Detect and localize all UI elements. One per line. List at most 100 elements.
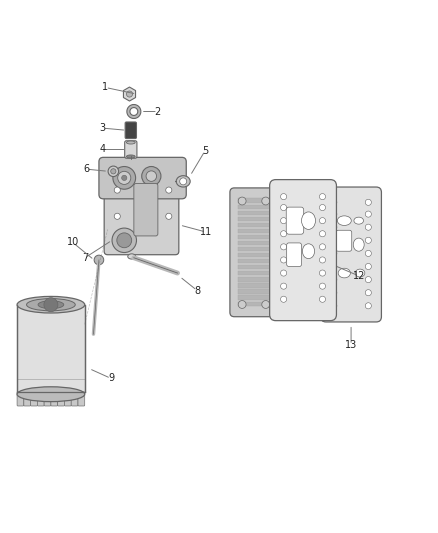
Circle shape <box>319 270 325 276</box>
Text: 8: 8 <box>194 286 200 295</box>
Circle shape <box>365 237 371 244</box>
Circle shape <box>319 296 325 302</box>
Circle shape <box>122 175 127 181</box>
FancyBboxPatch shape <box>238 247 270 251</box>
Circle shape <box>319 244 325 250</box>
FancyBboxPatch shape <box>286 207 304 234</box>
FancyBboxPatch shape <box>24 392 31 406</box>
Text: 1: 1 <box>102 83 109 93</box>
FancyBboxPatch shape <box>71 392 78 406</box>
Circle shape <box>281 231 287 237</box>
Text: 3: 3 <box>99 123 106 133</box>
FancyBboxPatch shape <box>31 392 37 406</box>
Ellipse shape <box>353 238 364 251</box>
Ellipse shape <box>127 141 135 144</box>
Circle shape <box>127 91 133 97</box>
Circle shape <box>142 166 161 185</box>
Circle shape <box>319 283 325 289</box>
Circle shape <box>365 251 371 256</box>
FancyBboxPatch shape <box>37 392 44 406</box>
Circle shape <box>365 277 371 282</box>
Ellipse shape <box>355 269 365 277</box>
Ellipse shape <box>128 254 136 259</box>
Circle shape <box>365 199 371 205</box>
FancyBboxPatch shape <box>287 243 301 266</box>
Circle shape <box>331 199 337 205</box>
Circle shape <box>238 301 246 309</box>
FancyBboxPatch shape <box>270 180 336 321</box>
FancyBboxPatch shape <box>238 265 270 269</box>
FancyBboxPatch shape <box>58 392 64 406</box>
Circle shape <box>180 178 187 185</box>
Circle shape <box>281 193 287 200</box>
FancyBboxPatch shape <box>336 230 352 251</box>
Circle shape <box>319 193 325 200</box>
Circle shape <box>365 303 371 309</box>
Text: 10: 10 <box>67 238 79 247</box>
Circle shape <box>166 187 172 193</box>
FancyBboxPatch shape <box>99 157 186 199</box>
Ellipse shape <box>17 296 85 313</box>
FancyBboxPatch shape <box>238 229 270 233</box>
Circle shape <box>331 211 337 217</box>
Text: 7: 7 <box>82 253 88 263</box>
FancyBboxPatch shape <box>125 122 137 139</box>
Polygon shape <box>106 164 180 251</box>
Circle shape <box>319 205 325 211</box>
Circle shape <box>146 171 156 181</box>
FancyBboxPatch shape <box>238 289 270 294</box>
FancyBboxPatch shape <box>134 183 158 236</box>
FancyBboxPatch shape <box>64 392 71 406</box>
FancyBboxPatch shape <box>238 271 270 276</box>
Circle shape <box>365 263 371 270</box>
Circle shape <box>108 166 119 176</box>
Circle shape <box>111 169 116 174</box>
Circle shape <box>262 197 270 205</box>
FancyBboxPatch shape <box>238 241 270 245</box>
FancyBboxPatch shape <box>51 392 58 406</box>
Circle shape <box>114 213 120 220</box>
Circle shape <box>114 187 120 193</box>
Circle shape <box>331 289 337 296</box>
FancyBboxPatch shape <box>17 305 85 392</box>
Circle shape <box>281 270 287 276</box>
Text: 5: 5 <box>202 146 208 156</box>
FancyBboxPatch shape <box>238 223 270 227</box>
Ellipse shape <box>302 244 314 259</box>
FancyBboxPatch shape <box>238 253 270 257</box>
Circle shape <box>365 224 371 230</box>
Ellipse shape <box>337 216 351 225</box>
Polygon shape <box>124 87 135 101</box>
Circle shape <box>262 301 270 309</box>
Circle shape <box>281 205 287 211</box>
FancyBboxPatch shape <box>125 141 137 158</box>
Circle shape <box>331 237 337 244</box>
FancyBboxPatch shape <box>230 188 278 317</box>
Ellipse shape <box>127 155 135 158</box>
Ellipse shape <box>301 212 315 229</box>
Circle shape <box>112 228 137 253</box>
Ellipse shape <box>17 387 85 402</box>
Circle shape <box>238 197 246 205</box>
Circle shape <box>117 233 132 248</box>
Circle shape <box>44 298 58 312</box>
FancyBboxPatch shape <box>44 392 51 406</box>
Circle shape <box>113 166 136 189</box>
Text: 6: 6 <box>83 164 89 174</box>
Circle shape <box>319 231 325 237</box>
Ellipse shape <box>338 268 350 278</box>
Circle shape <box>281 257 287 263</box>
Circle shape <box>281 296 287 302</box>
Circle shape <box>319 217 325 224</box>
Circle shape <box>319 257 325 263</box>
FancyBboxPatch shape <box>238 211 270 215</box>
Text: 12: 12 <box>353 271 365 281</box>
Circle shape <box>331 251 337 256</box>
Circle shape <box>118 171 131 184</box>
FancyBboxPatch shape <box>17 392 24 406</box>
FancyBboxPatch shape <box>238 259 270 263</box>
FancyBboxPatch shape <box>238 284 270 288</box>
Ellipse shape <box>38 301 64 309</box>
FancyBboxPatch shape <box>104 160 179 255</box>
Ellipse shape <box>176 176 190 187</box>
